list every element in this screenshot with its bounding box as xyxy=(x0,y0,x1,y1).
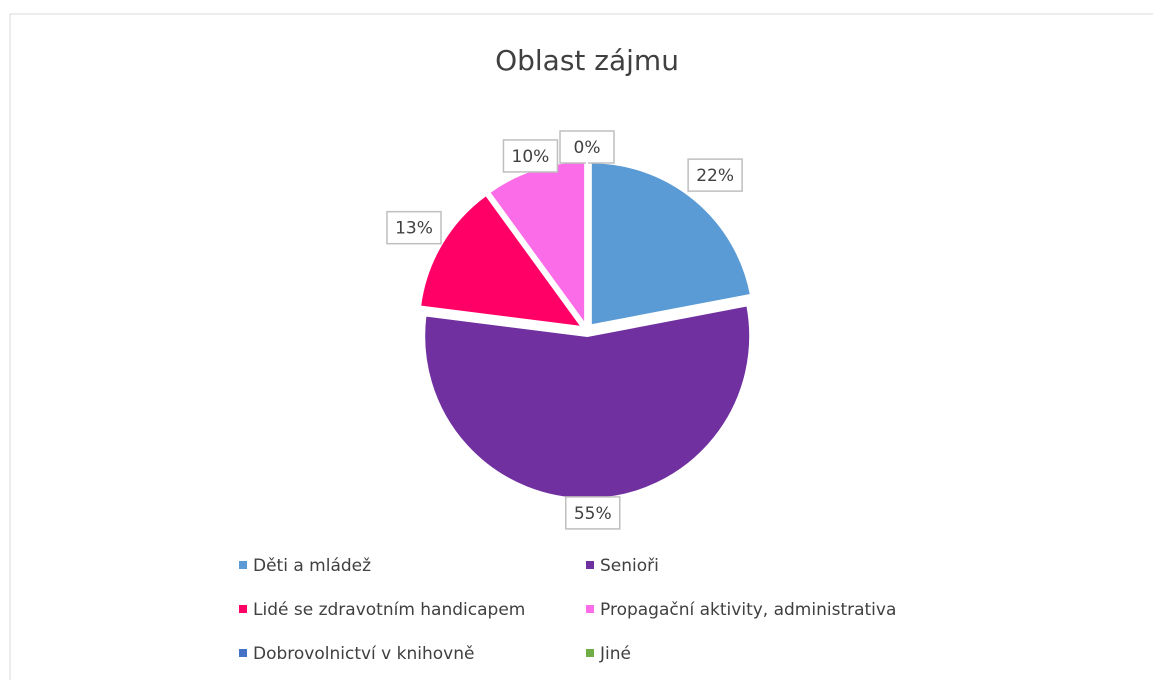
legend-label: Dobrovolnictví v knihovně xyxy=(253,644,474,664)
data-label: 55% xyxy=(574,504,612,524)
legend-label: Propagační aktivity, administrativa xyxy=(600,600,896,620)
legend-swatch xyxy=(239,649,247,657)
legend-swatch xyxy=(586,605,594,613)
legend-swatch xyxy=(586,649,594,657)
data-label: 22% xyxy=(696,166,734,186)
legend-label: Lidé se zdravotním handicapem xyxy=(253,600,525,620)
legend-swatch xyxy=(239,605,247,613)
data-label-box xyxy=(559,130,615,164)
data-label-box xyxy=(502,139,559,173)
legend-swatch xyxy=(239,561,247,569)
data-label: 13% xyxy=(395,219,433,239)
legend-label: Děti a mládež xyxy=(253,556,371,576)
data-label-box xyxy=(687,158,743,192)
legend-swatch xyxy=(586,561,594,569)
legend-label: Jiné xyxy=(599,644,631,664)
data-label: 0% xyxy=(574,138,601,158)
chart-title: Oblast zájmu xyxy=(495,44,679,77)
data-label-box xyxy=(386,210,442,245)
data-label-box xyxy=(564,496,621,530)
pie-slice xyxy=(589,161,753,327)
data-label: 10% xyxy=(512,147,550,167)
legend-label: Senioři xyxy=(600,556,659,576)
